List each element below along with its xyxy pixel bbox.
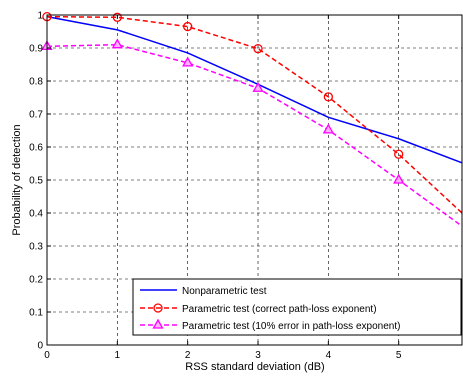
marker-triangle [111,38,123,49]
x-tick-label: 4 [326,350,332,361]
legend: Nonparametric test Parametric test (corr… [132,278,462,336]
marker-circle [323,92,334,102]
y-axis-label: Probability of detection [11,124,23,235]
y-tick-label: 1 [37,11,43,22]
legend-entry-nonparametric: Nonparametric test [140,286,267,297]
y-tick-labels: 0 0.1 0.2 0.3 0.4 0.5 0.6 0.7 0.8 0.9 1 [29,11,43,352]
marker-circle [112,12,122,22]
x-tick-label: 3 [255,350,261,361]
y-tick-label: 0.8 [29,77,43,88]
marker-circle [253,44,263,54]
x-tick-label: 5 [396,350,402,361]
y-tick-label: 0.1 [29,308,43,319]
y-tick-label: 0.5 [29,176,43,187]
y-tick-label: 0.7 [29,110,43,121]
marker-circle [394,149,404,159]
legend-entry-parametric-correct: Parametric test (correct path-loss expon… [140,303,377,315]
marker-triangle [182,56,194,67]
y-tick-label: 0.9 [29,44,43,55]
y-tick-label: 0.4 [29,209,43,220]
x-tick-label: 2 [185,350,191,361]
x-axis-label: RSS standard deviation (dB) [185,361,324,373]
legend-label-parametric-correct: Parametric test (correct path-loss expon… [182,304,377,315]
series-layer [41,11,463,227]
y-tick-label: 0.3 [29,242,43,253]
y-tick-label: 0 [37,341,43,352]
axes [46,14,463,346]
legend-label-parametric-error: Parametric test (10% error in path-loss … [182,321,400,332]
grid-lines [47,15,462,345]
marker-triangle [252,81,264,92]
x-tick-label: 1 [115,350,121,361]
marker-circle [183,21,193,32]
x-tick-labels: 0 1 2 3 4 5 [44,350,402,361]
marker-triangle [322,123,334,134]
series-line-3 [46,43,463,227]
y-tick-label: 0.2 [29,275,43,286]
marker-triangle [393,173,405,184]
legend-marker-circle [153,303,163,313]
x-tick-label: 0 [44,350,50,361]
legend-label-nonparametric: Nonparametric test [182,286,267,297]
legend-marker-triangle [152,318,164,329]
y-tick-label: 0.6 [29,143,43,154]
legend-entry-parametric-error: Parametric test (10% error in path-loss … [140,318,400,332]
legend-box [132,278,462,336]
